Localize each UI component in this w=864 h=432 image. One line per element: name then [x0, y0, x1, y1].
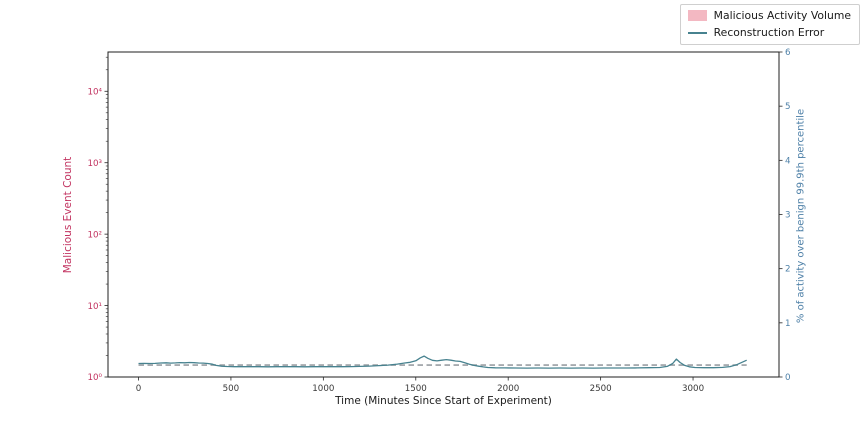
- legend-patch-swatch: [687, 10, 707, 21]
- x-tick-label: 0: [136, 384, 142, 394]
- legend-item-malicious-activity-volume: Malicious Activity Volume: [687, 9, 851, 22]
- x-tick-label: 500: [223, 384, 240, 394]
- x-tick-label: 2000: [497, 384, 519, 394]
- right-y-tick-label: 5: [785, 102, 791, 112]
- x-tick-label: 1000: [312, 384, 334, 394]
- right-y-tick-label: 3: [785, 211, 791, 221]
- right-y-tick-label: 4: [785, 156, 791, 166]
- left-y-tick-label: 10⁰: [87, 373, 102, 383]
- plot-frame: [107, 51, 780, 378]
- x-tick-label: 2500: [590, 384, 612, 394]
- x-tick-label: 1500: [405, 384, 427, 394]
- right-y-tick-label: 1: [785, 319, 791, 329]
- x-axis-label: Time (Minutes Since Start of Experiment): [335, 395, 552, 407]
- left-y-axis-label: Malicious Event Count: [62, 156, 74, 274]
- left-y-tick-label: 10¹: [87, 302, 102, 312]
- left-y-tick-label: 10²: [87, 230, 102, 240]
- x-tick-label: 3000: [682, 384, 704, 394]
- legend-item-reconstruction-error: Reconstruction Error: [687, 26, 851, 39]
- right-y-tick-label: 0: [785, 373, 791, 383]
- right-y-tick-label: 6: [785, 48, 791, 58]
- legend: Malicious Activity Volume Reconstruction…: [679, 4, 860, 45]
- legend-line-swatch: [687, 31, 707, 34]
- legend-label: Malicious Activity Volume: [713, 9, 851, 22]
- right-y-tick-label: 2: [785, 265, 791, 275]
- left-y-tick-label: 10³: [87, 159, 102, 169]
- left-y-tick-label: 10⁴: [87, 87, 102, 97]
- series-reconstruction-error: [138, 355, 747, 369]
- legend-label: Reconstruction Error: [713, 26, 825, 39]
- right-y-axis-label: % of activity over benign 99.9th percent…: [795, 108, 807, 324]
